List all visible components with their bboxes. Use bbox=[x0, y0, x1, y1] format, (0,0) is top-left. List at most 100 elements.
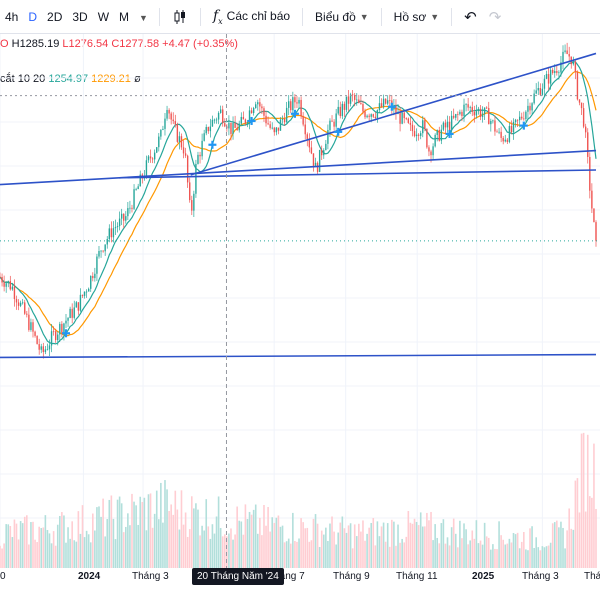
candle-body bbox=[133, 189, 134, 209]
candle-body bbox=[177, 124, 178, 142]
candle-body bbox=[344, 104, 345, 110]
candle-body bbox=[298, 100, 299, 104]
interval-3d[interactable]: 3D bbox=[67, 10, 92, 24]
candle-body bbox=[232, 123, 233, 134]
volume-bar bbox=[45, 515, 47, 568]
volume-bar bbox=[24, 517, 26, 568]
candle-body bbox=[137, 186, 138, 189]
candle-body bbox=[282, 119, 283, 120]
volume-bar bbox=[49, 533, 51, 568]
chevron-down-icon: ▼ bbox=[139, 13, 148, 23]
undo-button[interactable]: ↶ bbox=[458, 8, 483, 26]
interval-4h[interactable]: 4h bbox=[0, 10, 23, 24]
volume-bar bbox=[525, 549, 527, 568]
volume-bar bbox=[570, 529, 572, 568]
volume-bar bbox=[203, 531, 205, 568]
candle-body bbox=[191, 200, 192, 211]
undo-icon: ↶ bbox=[464, 8, 477, 26]
interval-dropdown[interactable]: ▼ bbox=[134, 10, 153, 24]
volume-bar bbox=[201, 526, 203, 568]
candle-body bbox=[63, 323, 64, 332]
candle-body bbox=[533, 94, 534, 104]
interval-1d[interactable]: D bbox=[23, 10, 42, 24]
volume-bar bbox=[298, 538, 300, 568]
redo-icon: ↷ bbox=[489, 8, 502, 26]
indicators-button[interactable]: fx Các chỉ báo bbox=[207, 8, 296, 26]
candle-body bbox=[371, 114, 372, 117]
candle-body bbox=[230, 123, 231, 134]
candle-body bbox=[346, 96, 347, 109]
candle-body bbox=[49, 345, 50, 349]
volume-bar bbox=[0, 546, 1, 568]
redo-button[interactable]: ↷ bbox=[483, 8, 508, 26]
volume-bar bbox=[26, 515, 28, 568]
candle-body bbox=[575, 62, 576, 72]
profile-menu-button[interactable]: Hồ sơ ▼ bbox=[388, 10, 445, 24]
candle-body bbox=[175, 121, 176, 124]
volume-bar bbox=[471, 531, 473, 568]
candle-body bbox=[179, 136, 180, 142]
volume-bar bbox=[30, 522, 32, 568]
candle-body bbox=[47, 349, 48, 350]
candle-body bbox=[455, 114, 456, 118]
volume-bar bbox=[364, 541, 366, 568]
volume-bar bbox=[69, 539, 71, 568]
volume-bar bbox=[346, 533, 348, 568]
volume-bar bbox=[465, 529, 467, 568]
volume-bar bbox=[276, 518, 278, 568]
candle-body bbox=[399, 112, 400, 124]
volume-bar bbox=[86, 531, 88, 568]
volume-bar bbox=[109, 500, 111, 568]
candlesticks bbox=[0, 43, 597, 359]
candle-body bbox=[550, 70, 551, 84]
volume-bar bbox=[313, 519, 315, 568]
volume-bar bbox=[104, 536, 106, 568]
candle-body bbox=[325, 144, 326, 150]
candle-body bbox=[278, 128, 279, 131]
toolbar-divider bbox=[159, 8, 160, 26]
volume-bar bbox=[593, 444, 595, 568]
top-toolbar: 4h D 2D 3D W M ▼ fx Các chỉ báo Biểu đồ … bbox=[0, 0, 600, 34]
volume-bar bbox=[214, 534, 216, 568]
candle-body bbox=[261, 106, 262, 108]
volume-bar bbox=[232, 540, 234, 568]
volume-bar bbox=[410, 523, 412, 568]
candle-body bbox=[505, 140, 506, 142]
candle-body bbox=[585, 127, 586, 133]
candle-body bbox=[474, 112, 475, 116]
volume-bar bbox=[1, 548, 3, 568]
chart-type-button[interactable] bbox=[166, 9, 194, 25]
volume-bar bbox=[556, 521, 558, 568]
candle-body bbox=[420, 133, 421, 136]
candle-body bbox=[422, 120, 423, 133]
candle-body bbox=[581, 103, 582, 109]
interval-1m[interactable]: M bbox=[114, 10, 134, 24]
chart-menu-button[interactable]: Biểu đồ ▼ bbox=[309, 10, 375, 24]
volume-bar bbox=[238, 521, 240, 568]
chart-grid bbox=[0, 34, 600, 568]
volume-bar bbox=[304, 528, 306, 568]
candle-body bbox=[24, 302, 25, 313]
volume-bar bbox=[288, 539, 290, 568]
candle-body bbox=[45, 349, 46, 352]
volume-bar bbox=[507, 544, 509, 568]
candle-body bbox=[381, 103, 382, 107]
volume-bar bbox=[422, 527, 424, 568]
volume-bar bbox=[236, 507, 238, 568]
candle-body bbox=[146, 160, 147, 176]
candle-body bbox=[538, 88, 539, 90]
volume-bar bbox=[412, 524, 414, 568]
interval-2d[interactable]: 2D bbox=[42, 10, 67, 24]
volume-bar bbox=[461, 538, 463, 568]
volume-bar bbox=[581, 434, 583, 568]
price-chart-canvas[interactable] bbox=[0, 34, 600, 568]
volume-bar bbox=[154, 514, 156, 568]
candle-body bbox=[80, 295, 81, 311]
volume-bar bbox=[333, 532, 335, 568]
volume-bar bbox=[387, 523, 389, 568]
volume-bar bbox=[189, 529, 191, 568]
interval-1w[interactable]: W bbox=[93, 10, 114, 24]
volume-bar bbox=[321, 531, 323, 568]
x-tick-label-nov: Tháng 11 bbox=[396, 571, 438, 582]
volume-bar bbox=[533, 548, 535, 568]
